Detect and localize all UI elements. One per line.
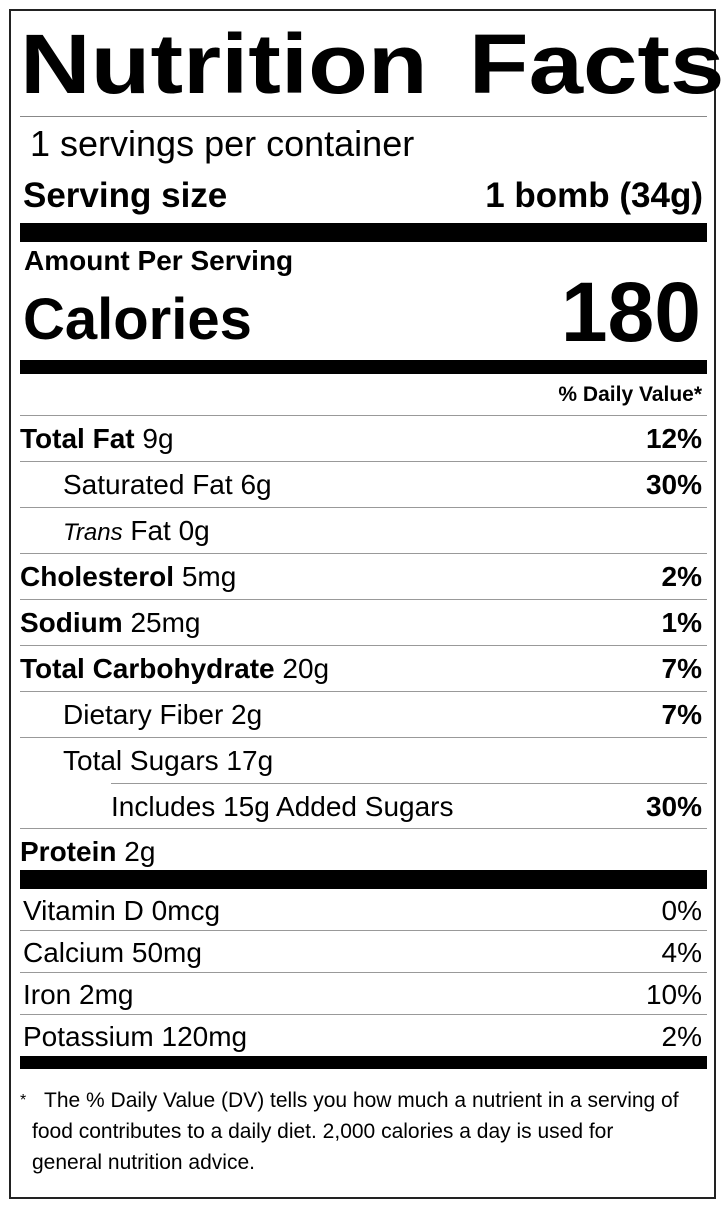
nutrient-name: Dietary Fiber — [63, 699, 224, 730]
nutrient-row-trans-fat: Trans Fat 0g — [20, 507, 707, 553]
serving-size: Serving size 1 bomb (34g) — [20, 167, 707, 223]
label-title: Nutrition Facts — [20, 17, 725, 111]
nutrient-name: Total Carbohydrate — [20, 653, 275, 684]
nutrient-dv: 30% — [645, 469, 702, 500]
divider — [20, 116, 707, 117]
vitamin-dv: 2% — [661, 1021, 702, 1052]
daily-value-header: % Daily Value* — [558, 383, 702, 406]
calories-label: Calories — [23, 287, 252, 352]
nutrient-row-dietary-fiber: Dietary Fiber 2g 7% — [20, 691, 707, 737]
nutrient-row-added-sugars: Includes 15g Added Sugars 30% — [20, 783, 707, 828]
calories-value: 180 — [560, 265, 701, 359]
serving-size-value: 1 bomb (34g) — [485, 176, 703, 215]
nutrient-row-saturated-fat: Saturated Fat 6g 30% — [20, 461, 707, 507]
nutrient-row-sodium: Sodium 25mg 1% — [20, 599, 707, 645]
amount-per-serving: Amount Per Serving — [24, 245, 294, 276]
nutrient-name: Total Fat — [20, 423, 135, 454]
nutrient-name: Total Sugars — [63, 745, 219, 776]
nutrient-row-protein: Protein 2g — [20, 828, 707, 870]
vitamin-row-iron: Iron 2mg 10% — [20, 972, 707, 1014]
nutrient-row-cholesterol: Cholesterol 5mg 2% — [20, 553, 707, 599]
nutrient-name: Sodium — [20, 607, 123, 638]
nutrient-name-italic: Trans — [63, 519, 123, 546]
vitamin-row-calcium: Calcium 50mg 4% — [20, 930, 707, 972]
nutrient-row-total-carbohydrate: Total Carbohydrate 20g 7% — [20, 645, 707, 691]
thick-divider — [20, 870, 707, 889]
nutrition-facts-label: Nutrition Facts 1 servings per container… — [9, 9, 724, 1199]
vitamin-row-vitamin-d: Vitamin D 0mcg 0% — [20, 889, 707, 930]
nutrient-amount: 2g — [231, 699, 263, 730]
nutrient-dv: 12% — [645, 423, 702, 454]
thick-divider — [20, 1056, 707, 1069]
nutrient-name: Protein — [20, 836, 117, 867]
footnote-asterisk: * — [20, 1092, 27, 1109]
nutrient-dv: 1% — [661, 607, 702, 638]
nutrient-row-total-fat: Total Fat 9g 12% — [20, 415, 707, 461]
nutrient-dv: 2% — [661, 561, 702, 592]
vitamin-name: Iron 2mg — [23, 979, 134, 1010]
nutrient-name: Includes 15g Added Sugars — [111, 791, 454, 822]
vitamin-dv: 0% — [661, 895, 702, 926]
nutrient-amount: 0g — [178, 515, 210, 546]
servings-per-container: 1 servings per container — [30, 123, 415, 164]
nutrient-name: Fat — [130, 515, 171, 546]
nutrient-amount: 2g — [124, 836, 156, 867]
nutrient-amount: 17g — [226, 745, 274, 776]
footnote-text: The % Daily Value (DV) tells you how muc… — [32, 1089, 679, 1174]
nutrient-dv: 30% — [645, 791, 702, 822]
calories-row: Calories 180 — [20, 265, 707, 360]
nutrient-amount: 6g — [240, 469, 272, 500]
thick-divider — [20, 223, 707, 242]
vitamin-name: Potassium 120mg — [23, 1021, 248, 1052]
nutrient-amount: 25mg — [130, 607, 201, 638]
vitamin-name: Calcium 50mg — [23, 937, 202, 968]
footnote: * The % Daily Value (DV) tells you how m… — [20, 1069, 707, 1178]
nutrient-row-total-sugars: Total Sugars 17g — [20, 737, 707, 783]
nutrient-amount: 20g — [282, 653, 330, 684]
thick-divider — [20, 360, 707, 374]
nutrient-name: Cholesterol — [20, 561, 175, 592]
nutrient-amount: 5mg — [181, 561, 237, 592]
nutrient-amount: 9g — [142, 423, 174, 454]
vitamin-dv: 10% — [645, 979, 702, 1010]
nutrient-dv: 7% — [661, 699, 702, 730]
vitamin-name: Vitamin D 0mcg — [23, 895, 221, 926]
nutrient-name: Saturated Fat — [63, 469, 233, 500]
serving-size-label: Serving size — [23, 176, 228, 215]
vitamin-row-potassium: Potassium 120mg 2% — [20, 1014, 707, 1056]
nutrient-dv: 7% — [661, 653, 702, 684]
vitamin-dv: 4% — [661, 937, 702, 968]
